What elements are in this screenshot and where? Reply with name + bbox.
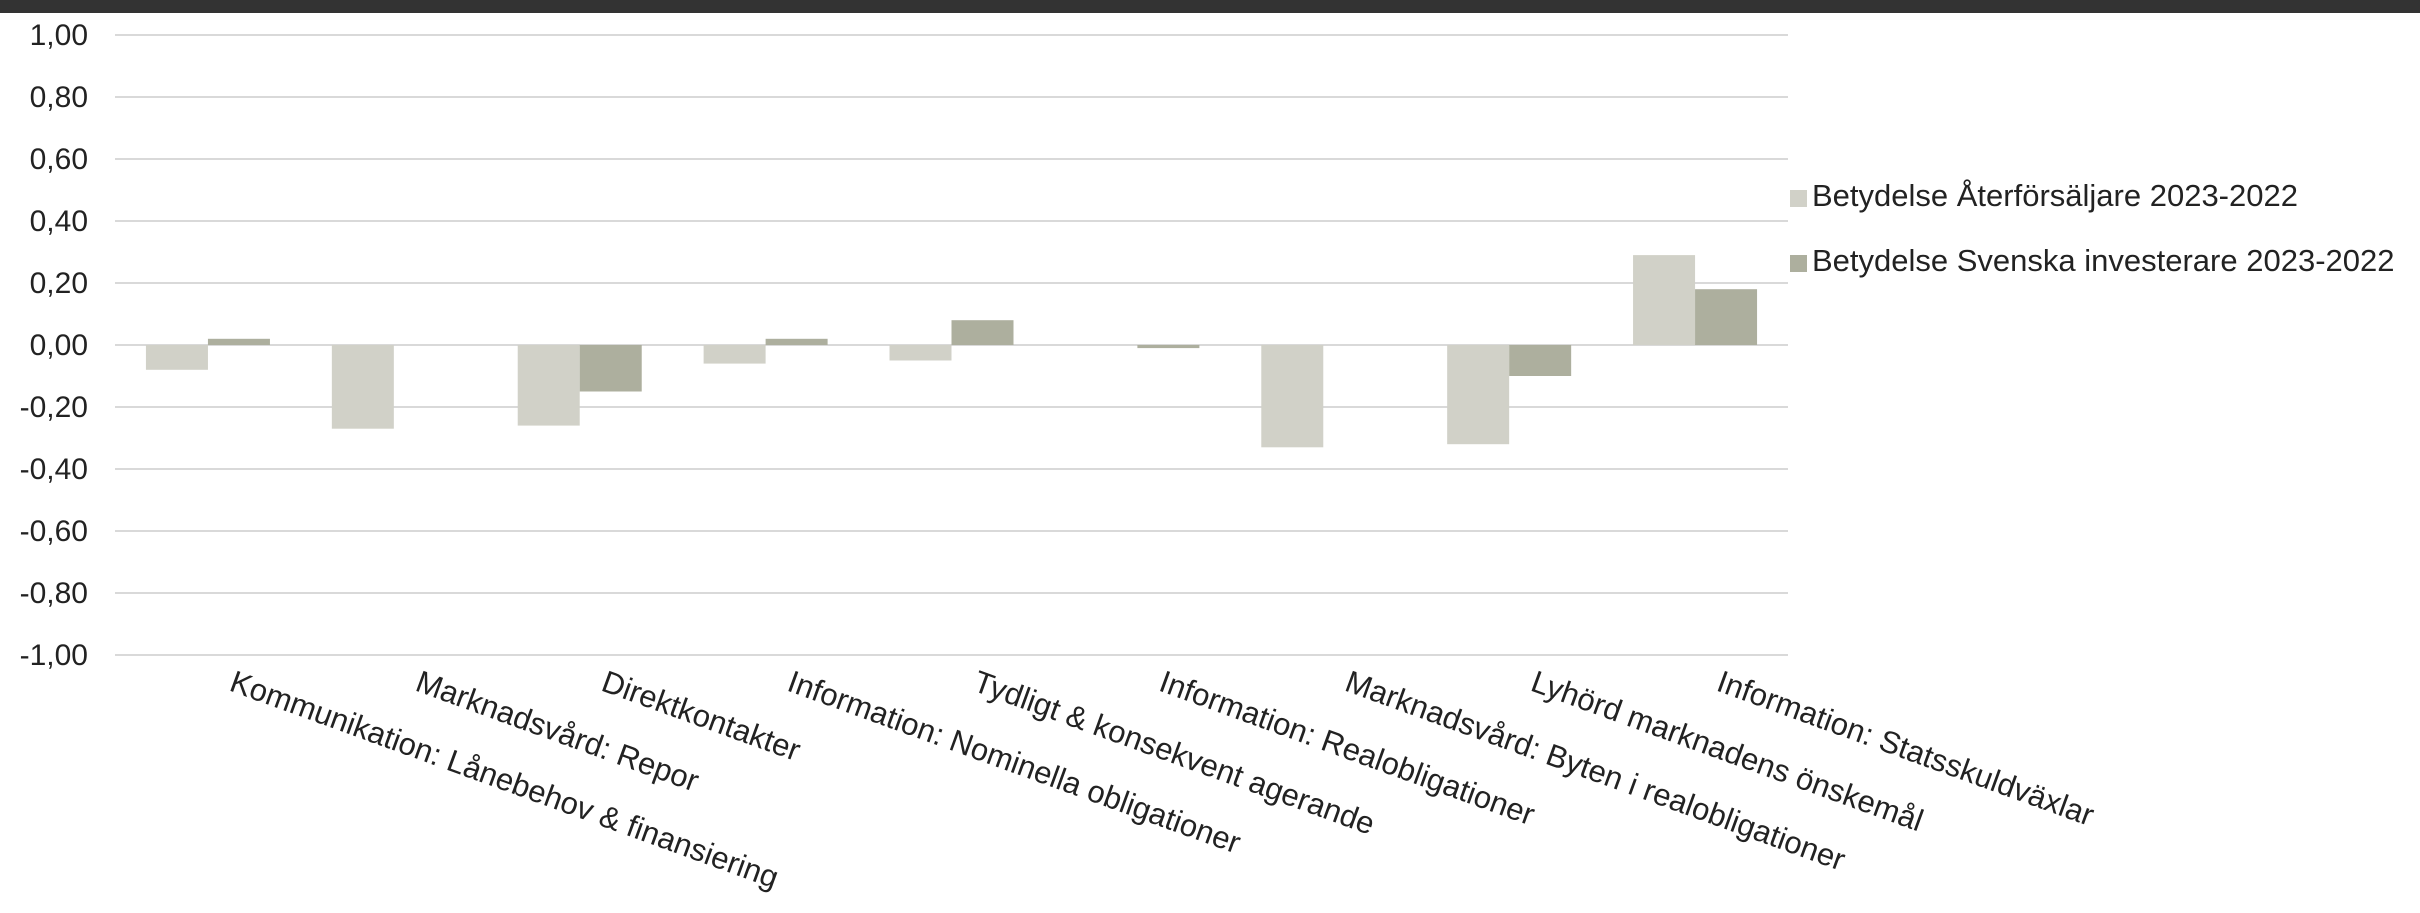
bar-series2-cat4 [765,338,828,345]
bar-series2-cat6 [1137,345,1200,349]
legend-swatch [1790,255,1807,272]
bar-series2-cat9 [1695,289,1758,345]
legend-label: Betydelse Svenska investerare 2023-2022 [1812,243,2394,278]
y-tick-label: 1,00 [30,19,88,52]
y-tick-label: -0,80 [20,577,88,610]
y-tick-label: 0,40 [30,205,88,238]
y-tick-label: -1,00 [20,639,88,672]
bar-series2-cat5 [951,320,1014,345]
bar-series1-cat8 [1447,345,1510,445]
x-axis: Kommunikation: Lånebehov & finansieringM… [226,664,2099,896]
bar-series1-cat2 [331,345,394,429]
bar-series1-cat3 [517,345,580,426]
y-tick-label: -0,60 [20,515,88,548]
legend: Betydelse Återförsäljare 2023-2022 Betyde… [1790,178,2394,278]
bar-series1-cat7 [1261,345,1324,448]
y-tick-label: 0,20 [30,267,88,300]
top-border [0,0,2420,13]
y-tick-label: 0,80 [30,81,88,114]
bar-series2-cat1 [207,338,270,345]
y-axis: 1,00 0,80 0,60 0,40 0,20 0,00 -0,20 -0,40 -0,60 -… [20,19,88,672]
legend-swatch [1790,190,1807,207]
bars [145,255,1758,448]
y-tick-label: 0,60 [30,143,88,176]
bar-series1-cat4 [703,345,766,364]
bar-series1-cat9 [1633,255,1696,345]
bar-series2-cat3 [579,345,642,392]
y-tick-label: -0,40 [20,453,88,486]
bar-series1-cat5 [889,345,952,361]
bar-series2-cat8 [1509,345,1572,376]
y-tick-label: 0,00 [30,329,88,362]
bar-series1-cat1 [145,345,208,370]
y-tick-label: -0,20 [20,391,88,424]
legend-label: Betydelse Återförsäljare 2023-2022 [1812,178,2298,213]
